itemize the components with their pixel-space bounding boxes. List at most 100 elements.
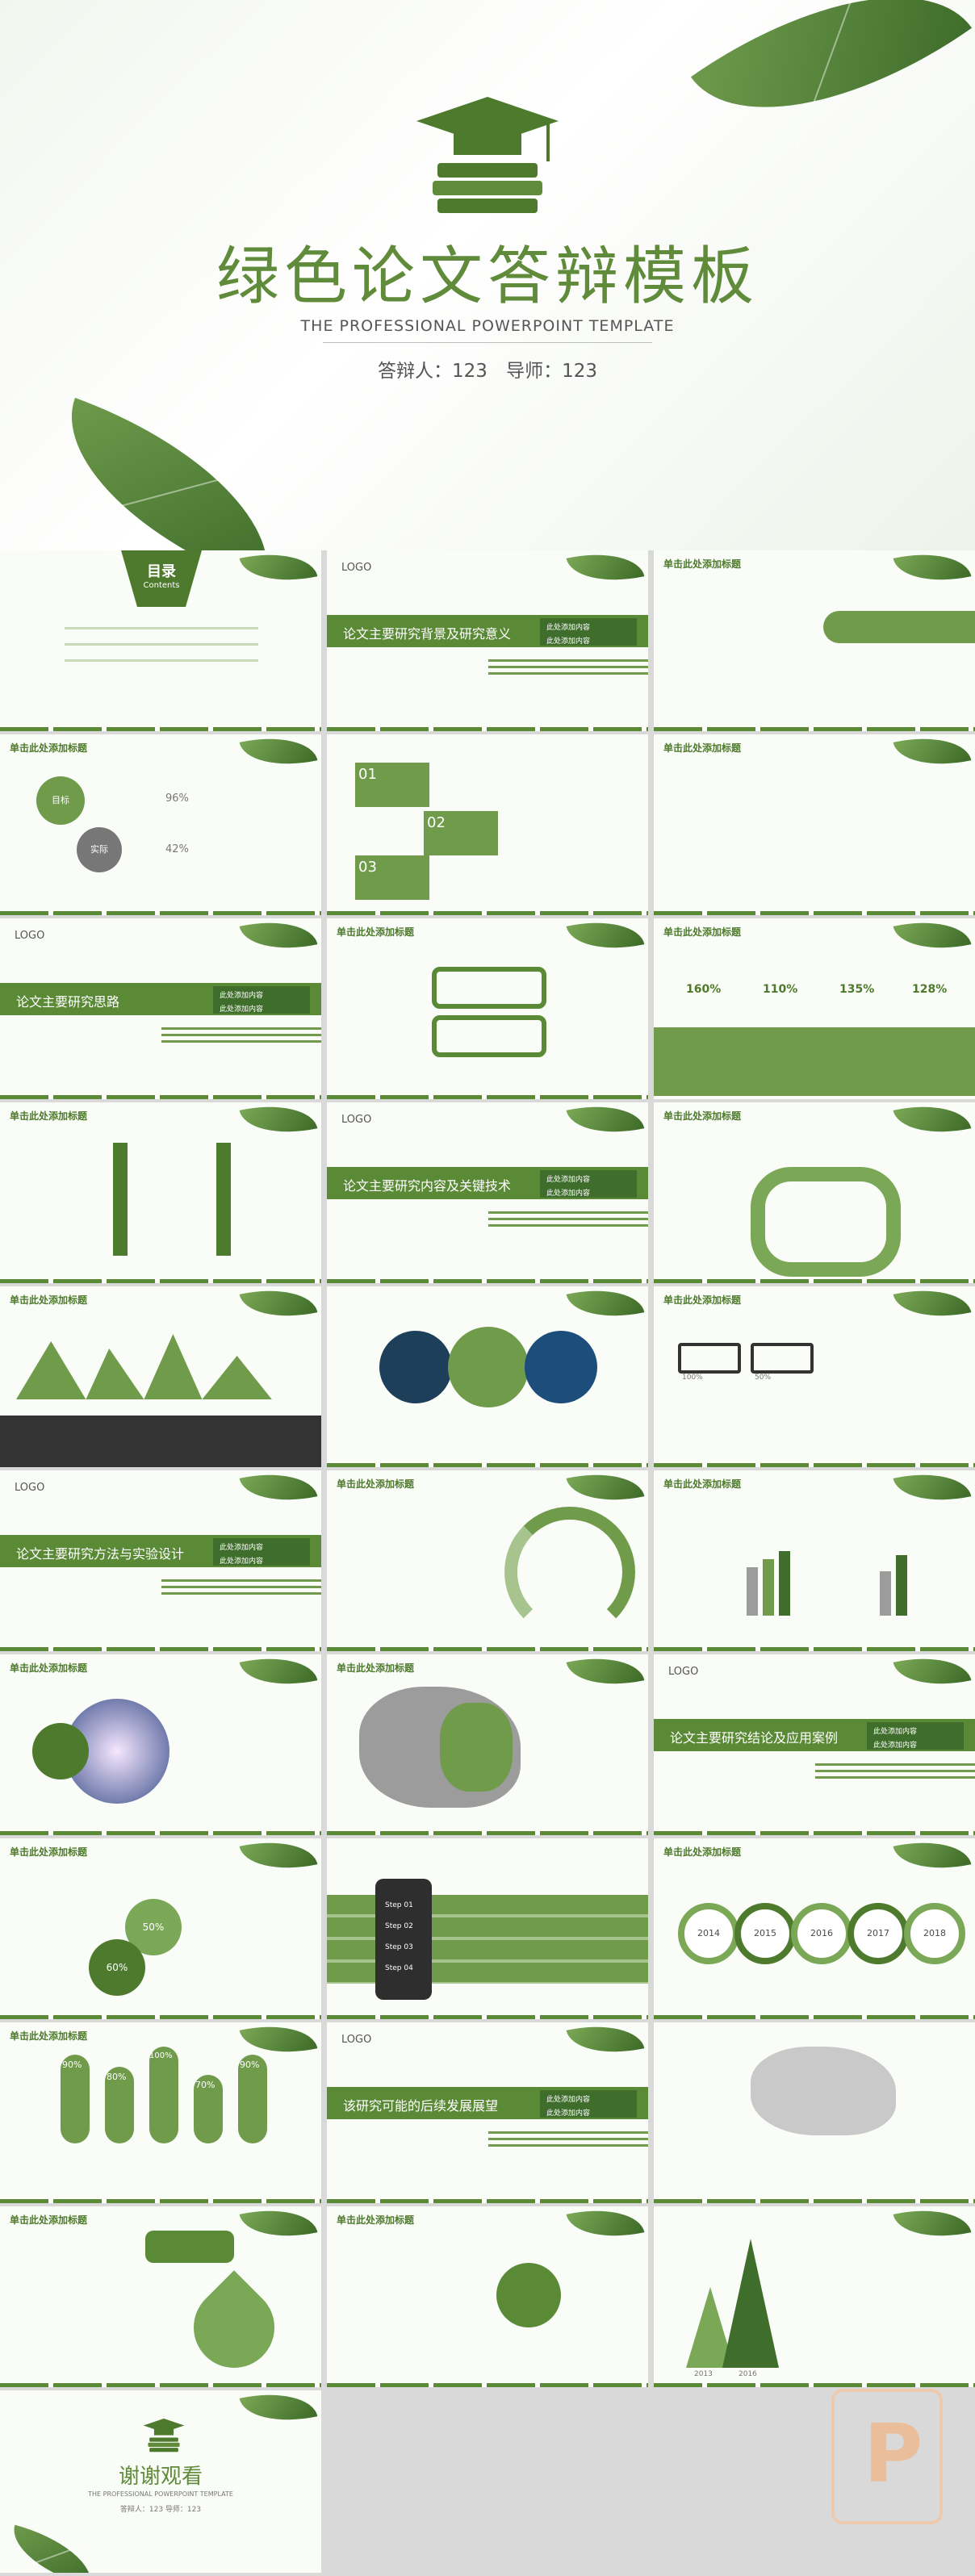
slide-thumbnail-faucet[interactable]: 单击此处添加标题 [0,2206,321,2387]
slide-thumbnail-arrows[interactable]: 单击此处添加标题 [0,1102,321,1283]
slide-thumbnail-triangles[interactable]: 2013 2016 [654,2206,975,2387]
pct-96: 96% [165,792,189,805]
mountain-chart [16,1334,307,1399]
slide-thumbnail-arc[interactable]: 单击此处添加标题 [327,1470,648,1651]
slide-thumbnail-circles[interactable] [327,1286,648,1467]
faucet-icon [145,2231,234,2263]
bottom-bar [654,911,975,915]
slide-heading: 单击此处添加标题 [10,1846,88,1858]
year-circle: 2014 [678,1903,739,1964]
bar [880,1571,891,1616]
toc-banner [121,550,202,607]
watermark-logo [831,2389,943,2524]
slide-thumbnail-section-6[interactable]: LOGO 该研究可能的后续发展展望 此处添加内容 此处添加内容 [327,2022,648,2203]
slide-thumbnail-goal[interactable]: 单击此处添加标题 目标 实际 96% 42% [0,734,321,915]
bottom-bar [327,2383,648,2387]
slide-thumbnail-section-2[interactable]: LOGO 论文主要研究思路 此处添加内容 此处添加内容 [0,918,321,1099]
bottom-bar [327,1647,648,1651]
cover-subtitle: THE PROFESSIONAL POWERPOINT TEMPLATE [300,317,675,335]
bottom-bar [0,2015,321,2019]
leaf-decoration [893,918,972,960]
stripe-decoration [815,1763,975,1779]
slide-thumbnail-icons[interactable]: 单击此处添加标题 [654,734,975,915]
number-card: 03 [355,855,429,900]
slide-thumbnail-toc[interactable]: 目录 Contents [0,550,321,731]
section-title: 论文主要研究内容及关键技术 [343,1178,512,1194]
slide-thumbnail-gray-map[interactable] [654,2022,975,2203]
year-circle: 2015 [734,1903,796,1964]
slide-heading: 单击此处添加标题 [10,1662,88,1674]
thanks-subtitle: THE PROFESSIONAL POWERPOINT TEMPLATE [88,2490,233,2498]
slide-thumbnail-pie[interactable]: 单击此处添加标题 50% 60% [0,1838,321,2019]
leaf-decoration [566,2022,645,2064]
capsule: 90% [61,2055,90,2143]
slide-thumbnail-mountains[interactable]: 单击此处添加标题 [0,1286,321,1467]
bottom-bar [327,1095,648,1099]
section-band: 论文主要研究背景及研究意义 此处添加内容 此处添加内容 [327,615,648,647]
percent-value: 160% [686,983,722,996]
leaf-decoration [239,1838,318,1880]
slide-heading: 单击此处添加标题 [10,2214,88,2226]
slide-thumbnail-section-4[interactable]: LOGO 论文主要研究方法与实验设计 此处添加内容 此处添加内容 [0,1470,321,1651]
leaf-decoration [239,2206,318,2248]
stripe-decoration [488,659,648,675]
advisor-label: 导师：123 [506,361,598,382]
slide-thumbnail-numbers[interactable]: 01 02 03 [327,734,648,915]
toc-title: 目录 [147,563,176,580]
stripe-decoration [488,1211,648,1227]
goal-circle: 目标 [36,776,85,825]
bottom-bar [0,1279,321,1283]
step-label: Step 03 [385,1943,413,1951]
slide-heading: 单击此处添加标题 [663,926,742,938]
slide-heading: 单击此处添加标题 [337,1662,415,1674]
capsule: 100% [149,2047,178,2143]
leaf-decoration [239,1470,318,1512]
graduation-cap-icon [143,2418,185,2453]
arc-chart [504,1507,635,1637]
number-card: 02 [424,811,498,855]
dark-footer [0,1416,321,1467]
slide-thumbnail-thumbsup[interactable]: 单击此处添加标题 [327,2206,648,2387]
slide-thumbnail-map[interactable]: 单击此处添加标题 [327,1654,648,1835]
leaf-decoration [893,1102,972,1144]
process-arrow [823,611,975,643]
slide-thumbnail-battery[interactable]: 单击此处添加标题 100% 50% [654,1286,975,1467]
bottom-bar [327,727,648,731]
section-tags: 此处添加内容 此处添加内容 [540,2090,637,2118]
snake-arrow [751,1167,901,1277]
slide-thumbnail-bubble[interactable]: 单击此处添加标题 [0,1654,321,1835]
slide-thumbnail-section-3[interactable]: LOGO 论文主要研究内容及关键技术 此处添加内容 此处添加内容 [327,1102,648,1283]
bottom-bar [327,911,648,915]
leaf-decoration [566,918,645,960]
slide-thumbnail-bars[interactable]: 单击此处添加标题 [654,1470,975,1651]
leaf-decoration [690,0,973,177]
slide-thumbnail-snake[interactable]: 单击此处添加标题 [654,1102,975,1283]
section-tags: 此处添加内容 此处添加内容 [213,1538,310,1566]
slide-thumbnail-process[interactable]: 单击此处添加标题 [654,550,975,731]
section-tags: 此处添加内容 此处添加内容 [540,618,637,646]
slide-thumbnail-section-5[interactable]: LOGO 论文主要研究结论及应用案例 此处添加内容 此处添加内容 [654,1654,975,1835]
logo-text: LOGO [15,1482,45,1494]
section-tags: 此处添加内容 此处添加内容 [540,1170,637,1198]
logo-text: LOGO [668,1666,699,1678]
slide-thumbnail-phone[interactable]: Step 01 Step 02 Step 03 Step 04 [327,1838,648,2019]
slide-thumbnail-capsules[interactable]: 单击此处添加标题 90% 80% 100% 70% 90% [0,2022,321,2203]
section-tags: 此处添加内容 此处添加内容 [867,1722,964,1750]
leaf-decoration [893,1286,972,1328]
defender-label: 答辩人：123 [377,361,488,382]
battery-icon [751,1343,814,1374]
map-region [440,1703,513,1792]
stripe-decoration [488,2131,648,2147]
percent-value: 135% [839,983,875,996]
slide-heading: 单击此处添加标题 [663,742,742,754]
slide-thumbnail-percent-cards[interactable]: 单击此处添加标题 160% 110% 135% 128% [654,918,975,1099]
slide-thumbnail-flow[interactable]: 单击此处添加标题 [327,918,648,1099]
cover-slide[interactable]: 绿色论文答辩模板 THE PROFESSIONAL POWERPOINT TEM… [0,0,975,550]
bottom-bar [327,1279,648,1283]
slide-thumbnail-section-1[interactable]: LOGO 论文主要研究背景及研究意义 此处添加内容 此处添加内容 [327,550,648,731]
map-shape [751,2047,896,2135]
phone-icon [375,1879,432,2000]
bar [747,1567,758,1616]
slide-thumbnail-thanks[interactable]: 谢谢观看 THE PROFESSIONAL POWERPOINT TEMPLAT… [0,2390,321,2573]
slide-thumbnail-timeline[interactable]: 单击此处添加标题 2014 2015 2016 2017 2018 [654,1838,975,2019]
